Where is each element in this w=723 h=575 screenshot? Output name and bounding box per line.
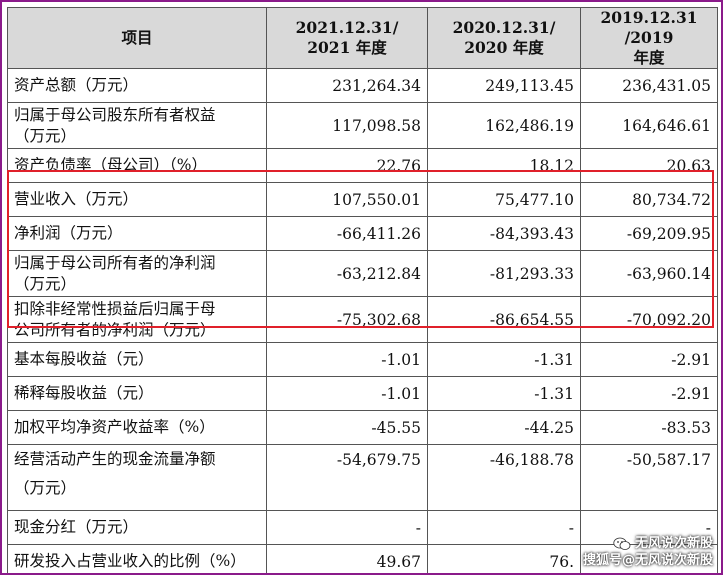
row-label-line: 基本每股收益（元） (14, 350, 154, 368)
value-2021: 117,098.58 (266, 102, 428, 149)
table-row: 资产总额（万元） 231,264.34 249,113.45 236,431.0… (7, 68, 718, 103)
value-2019: -63,960.14 (580, 250, 718, 297)
value-2021: -54,679.75 (266, 444, 428, 511)
value-2021: 49.67 (266, 544, 428, 573)
row-label-line: 营业收入（万元） (14, 190, 139, 208)
header-2020-line1: 2020.12.31/ (452, 18, 556, 37)
header-2019-line2: 年度 (633, 48, 665, 67)
row-label-line: 归属于母公司股东所有者权益 (14, 105, 216, 124)
header-2021-line2: 2021 年度 (307, 38, 387, 57)
row-label-line: 经营活动产生的现金流量净额 (14, 450, 216, 468)
header-2020-line2: 2020 年度 (464, 38, 544, 57)
value-2021: -45.55 (266, 410, 428, 445)
row-label-line: 归属于母公司所有者的净利润 (14, 253, 216, 272)
value-2019: 80,734.72 (580, 182, 718, 217)
header-2021: 2021.12.31/ 2021 年度 (266, 7, 428, 69)
value-2020: -84,393.43 (427, 216, 581, 251)
row-label-line: （万元） (14, 274, 77, 293)
table-row: 扣除非经常性损益后归属于母 公司所有者的净利润（万元） -75,302.68 -… (7, 296, 718, 343)
value-2020: 162,486.19 (427, 102, 581, 149)
value-2020: -86,654.55 (427, 296, 581, 343)
wechat-logo-icon (613, 537, 631, 550)
value-2020: 76. (427, 544, 581, 573)
row-label: 研发投入占营业收入的比例（%） (7, 544, 267, 573)
watermark-line1: 无风说次新股 (583, 535, 713, 552)
watermark-account-name: 无风说次新股 (634, 536, 713, 551)
value-2020: -44.25 (427, 410, 581, 445)
row-label-line: 研发投入占营业收入的比例（%） (14, 552, 246, 570)
table-row: 稀释每股收益（元） -1.01 -1.31 -2.91 (7, 376, 718, 411)
watermark-line2: 搜狐号@无风说次新股 (582, 553, 713, 568)
table-row: 营业收入（万元） 107,550.01 75,477.10 80,734.72 (7, 182, 718, 217)
row-label: 扣除非经常性损益后归属于母 公司所有者的净利润（万元） (7, 296, 267, 343)
value-2020: -46,188.78 (427, 444, 581, 511)
table-row: 归属于母公司所有者的净利润 （万元） -63,212.84 -81,293.33… (7, 250, 718, 297)
header-2020: 2020.12.31/ 2020 年度 (427, 7, 581, 69)
value-2021: -63,212.84 (266, 250, 428, 297)
row-label: 加权平均净资产收益率（%） (7, 410, 267, 445)
row-label: 归属于母公司股东所有者权益 （万元） (7, 102, 267, 149)
row-label: 营业收入（万元） (7, 182, 267, 217)
value-2019: -2.91 (580, 342, 718, 377)
table-row: 归属于母公司股东所有者权益 （万元） 117,098.58 162,486.19… (7, 102, 718, 149)
value-2021: 107,550.01 (266, 182, 428, 217)
value-2020: 249,113.45 (427, 68, 581, 103)
value-2020: - (427, 510, 581, 545)
row-label: 归属于母公司所有者的净利润 （万元） (7, 250, 267, 297)
value-2021: 22.76 (266, 148, 428, 183)
row-label-line: 稀释每股收益（元） (14, 384, 154, 402)
row-label-line: 现金分红（万元） (14, 518, 139, 536)
row-label-line: （万元） (14, 479, 77, 497)
row-label-line: （万元） (14, 126, 77, 145)
row-label-line: 加权平均净资产收益率（%） (14, 418, 215, 436)
watermark: 无风说次新股 搜狐号@无风说次新股 (583, 535, 713, 569)
header-2019-line1: 2019.12.31 /2019 (600, 8, 698, 48)
value-2020: 18.12 (427, 148, 581, 183)
row-label: 资产总额（万元） (7, 68, 267, 103)
value-2019: -70,092.20 (580, 296, 718, 343)
row-label: 现金分红（万元） (7, 510, 267, 545)
row-label-line: 公司所有者的净利润（万元） (14, 320, 216, 339)
value-2019: 236,431.05 (580, 68, 718, 103)
row-label-line: 扣除非经常性损益后归属于母 (14, 299, 216, 318)
row-label: 稀释每股收益（元） (7, 376, 267, 411)
header-2021-line1: 2021.12.31/ (295, 18, 399, 37)
value-2020: -81,293.33 (427, 250, 581, 297)
value-2021: 231,264.34 (266, 68, 428, 103)
value-2021: -1.01 (266, 376, 428, 411)
value-2020: 75,477.10 (427, 182, 581, 217)
table-row: 净利润（万元） -66,411.26 -84,393.43 -69,209.95 (7, 216, 718, 251)
value-2019: -83.53 (580, 410, 718, 445)
row-label: 经营活动产生的现金流量净额 （万元） (7, 444, 267, 511)
value-2019: 20.63 (580, 148, 718, 183)
value-2021: -1.01 (266, 342, 428, 377)
header-row: 项目 2021.12.31/ 2021 年度 2020.12.31/ 2020 … (7, 7, 718, 69)
table-row: 资产负债率（母公司）（%） 22.76 18.12 20.63 (7, 148, 718, 183)
value-2019: -50,587.17 (580, 444, 718, 511)
value-2021: -75,302.68 (266, 296, 428, 343)
table-row: 研发投入占营业收入的比例（%） 49.67 76. (7, 544, 718, 573)
header-item: 项目 (7, 7, 267, 69)
row-label: 资产负债率（母公司）（%） (7, 148, 267, 183)
row-label-line: 资产负债率（母公司）（%） (14, 156, 207, 174)
value-2020: -1.31 (427, 376, 581, 411)
header-2019: 2019.12.31 /2019 年度 (580, 7, 718, 69)
value-2020: -1.31 (427, 342, 581, 377)
table-row: 经营活动产生的现金流量净额 （万元） -54,679.75 -46,188.78… (7, 444, 718, 511)
value-2019: 164,646.61 (580, 102, 718, 149)
value-2019: -69,209.95 (580, 216, 718, 251)
value-2021: -66,411.26 (266, 216, 428, 251)
row-label-line: 净利润（万元） (14, 224, 123, 242)
table-row: 加权平均净资产收益率（%） -45.55 -44.25 -83.53 (7, 410, 718, 445)
value-2021: - (266, 510, 428, 545)
value-2019: -2.91 (580, 376, 718, 411)
row-label-line: 资产总额（万元） (14, 76, 139, 94)
row-label: 净利润（万元） (7, 216, 267, 251)
table-row: 基本每股收益（元） -1.01 -1.31 -2.91 (7, 342, 718, 377)
row-label: 基本每股收益（元） (7, 342, 267, 377)
value-2019 (580, 544, 718, 573)
financial-table: 项目 2021.12.31/ 2021 年度 2020.12.31/ 2020 … (7, 7, 718, 573)
table-row: 现金分红（万元） - - - (7, 510, 718, 545)
